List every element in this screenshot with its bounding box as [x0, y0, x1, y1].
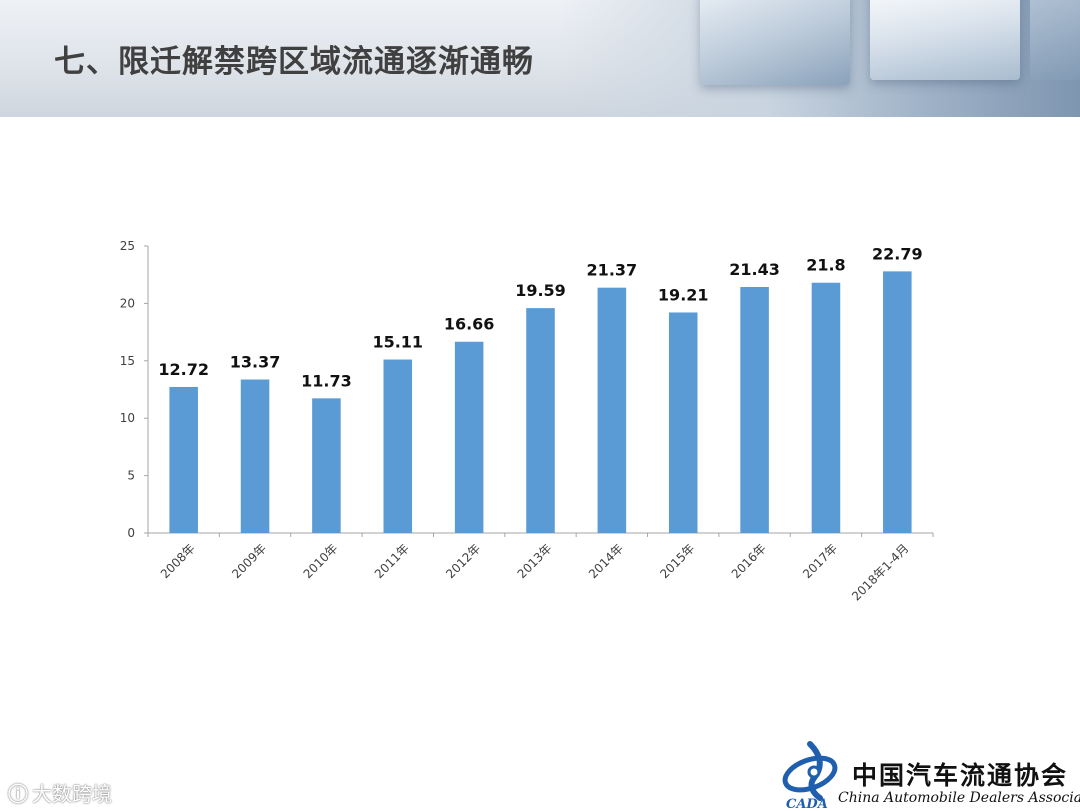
watermark-text: 大数跨境	[32, 782, 112, 806]
x-category-label: 2016年	[729, 541, 769, 581]
header-cube	[700, 0, 850, 85]
x-category-label: 2018年1-4月	[849, 541, 911, 603]
logo-abbr: CADA	[786, 797, 828, 811]
bar	[526, 308, 555, 533]
page-title: 七、限迁解禁跨区域流通逐渐通畅	[54, 44, 534, 80]
y-tick-label: 10	[120, 411, 135, 425]
bar	[240, 379, 270, 533]
bar	[668, 312, 698, 533]
data-label: 21.37	[587, 261, 638, 280]
y-tick-label: 20	[120, 296, 135, 310]
logo-name-cn: 中国汽车流通协会	[852, 761, 1069, 790]
y-tick-label: 5	[127, 469, 135, 483]
x-category-label: 2008年	[158, 541, 198, 581]
data-label: 11.73	[301, 371, 352, 390]
x-category-label: 2012年	[443, 541, 483, 581]
x-category-label: 2017年	[800, 541, 840, 581]
x-category-label: 2011年	[372, 541, 412, 581]
watermark: ⓘ 大数跨境	[8, 778, 112, 807]
cada-logo: CADA 中国汽车流通协会 China Automobile Dealers A…	[780, 738, 1080, 811]
x-category-label: 2014年	[586, 541, 626, 581]
data-label: 15.11	[372, 333, 423, 352]
data-label: 19.59	[515, 281, 566, 300]
data-label: 22.79	[872, 244, 923, 263]
y-tick-label: 15	[120, 354, 135, 368]
bar	[597, 287, 627, 533]
data-label: 12.72	[158, 360, 209, 379]
x-category-label: 2015年	[657, 541, 697, 581]
y-tick-label: 0	[127, 526, 135, 540]
logo-name-en: China Automobile Dealers Association	[838, 790, 1080, 806]
data-label: 13.37	[230, 353, 281, 372]
data-label: 21.8	[806, 256, 845, 275]
bar	[740, 286, 769, 533]
data-label: 19.21	[658, 285, 709, 304]
bar	[454, 341, 484, 533]
x-category-label: 2013年	[515, 541, 555, 581]
data-label: 21.43	[729, 260, 780, 279]
header-cube	[870, 0, 1020, 80]
bar	[811, 282, 841, 533]
header-cube	[1030, 0, 1080, 80]
data-label: 16.66	[444, 315, 495, 334]
bar	[312, 398, 341, 533]
x-category-label: 2010年	[301, 541, 341, 581]
y-tick-label: 25	[120, 239, 135, 253]
header-banner: 七、限迁解禁跨区域流通逐渐通畅	[0, 0, 1080, 117]
x-category-label: 2009年	[229, 541, 269, 581]
bar	[383, 359, 413, 533]
bar	[169, 386, 198, 533]
bar	[883, 271, 912, 533]
cada-logo-mark: CADA	[782, 741, 838, 811]
watermark-icon: ⓘ	[8, 782, 28, 806]
